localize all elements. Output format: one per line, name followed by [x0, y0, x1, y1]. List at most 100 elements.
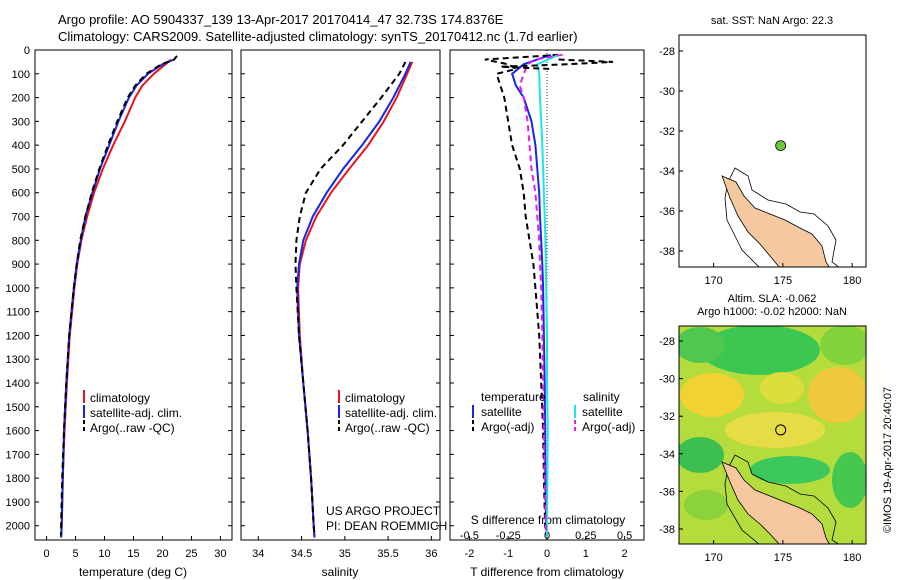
legend-s-satellite-label: satellite: [582, 405, 623, 419]
depth-tick-label: 600: [12, 188, 30, 200]
series-line: [60, 58, 172, 538]
sla-map-frame: [678, 325, 867, 545]
x-tick-label: 35: [339, 548, 351, 560]
x-tick-label: 20: [156, 548, 168, 560]
figure-title-line1: Argo profile: AO 5904337_139 13-Apr-2017…: [58, 12, 504, 27]
x-tick-label: 15: [127, 548, 139, 560]
shelf-contour: [724, 454, 840, 544]
sst-map-frame: [678, 34, 867, 268]
map-y-tick-label: -28: [659, 336, 675, 348]
x-tick-label: 30: [214, 548, 226, 560]
land-northland: [721, 461, 830, 544]
sla-map-title-line2: Argo h1000: -0.02 h2000: NaN: [697, 306, 847, 318]
series-line: [297, 61, 414, 538]
x-tick-label: 0: [44, 548, 50, 560]
legend-climatology-label: climatology: [345, 391, 405, 405]
series-line: [60, 55, 178, 536]
sla-map: [679, 326, 866, 544]
map-y-tick-label: -28: [659, 46, 675, 58]
legend-argo-label: Argo(..raw -QC): [345, 421, 430, 435]
series-line: [500, 58, 614, 70]
legend-argo-label: Argo(..raw -QC): [90, 421, 175, 435]
map-y-tick-label: -36: [659, 486, 675, 498]
difference-x-axis: -2 -1 0 1 2: [465, 536, 628, 560]
legend-satellite-label: satellite-adj. clim.: [90, 406, 182, 420]
map-y-tick-label: -36: [659, 206, 675, 218]
salinity-difference-axis: -0.5-0.2500.250.5: [460, 530, 632, 542]
shelf-contour: [724, 167, 840, 267]
depth-tick-label: 400: [12, 140, 30, 152]
depth-tick-label: 1200: [6, 330, 30, 342]
legend-t-argo-label: Argo(-adj): [481, 420, 534, 434]
series-line: [60, 58, 175, 538]
depth-tick-label: 800: [12, 235, 30, 247]
salinity-x-axis: 34 34.5 35 35.5 36: [252, 536, 437, 560]
map-y-tick-label: -32: [659, 411, 675, 423]
legend-t-satellite-label: satellite: [481, 405, 522, 419]
depth-tick-label: 2000: [6, 521, 30, 533]
salinity-legend: climatology satellite-adj. clim. Argo(..…: [338, 390, 437, 435]
depth-tick-label: 700: [12, 212, 30, 224]
salinity-xlabel: salinity: [322, 565, 359, 579]
map-y-tick-label: -34: [659, 449, 675, 461]
x-tick-label: 0: [544, 548, 550, 560]
map-x-tick-label: 175: [774, 275, 792, 287]
sla-anomaly-patch: [760, 372, 804, 404]
salinity-series: [294, 61, 414, 538]
land-northland: [721, 175, 830, 267]
temperature-panel: [34, 49, 233, 541]
map-x-tick-label: 175: [774, 552, 792, 564]
difference-series: [484, 53, 614, 538]
series-line: [536, 53, 560, 538]
sla-anomaly-patch: [680, 373, 744, 417]
x-tick-label: 34: [252, 548, 264, 560]
x-tick-label: 36: [425, 548, 437, 560]
series-line: [484, 53, 559, 536]
series-line: [296, 61, 412, 538]
figure-title-line2: Climatology: CARS2009. Satellite-adjuste…: [58, 29, 578, 44]
map-y-tick-label: -32: [659, 126, 675, 138]
map-y-tick-label: -34: [659, 166, 675, 178]
sla-anomaly-patch: [679, 327, 725, 363]
temperature-x-axis: 0 5 10 15 20 25 30: [44, 536, 227, 560]
legend-s-argo-label: Argo(-adj): [582, 420, 635, 434]
t-difference-xlabel: T difference from climatology: [470, 565, 624, 579]
argo-float-marker: [775, 140, 787, 152]
x-tick-label: 35.5: [377, 548, 398, 560]
map-x-tick-label: 180: [843, 275, 861, 287]
sla-anomaly-patch: [679, 437, 724, 473]
depth-tick-label: 900: [12, 259, 30, 271]
legend-salinity-heading: salinity: [583, 390, 620, 404]
temperature-legend: climatology satellite-adj. clim. Argo(..…: [83, 390, 182, 435]
temperature-series: [60, 55, 178, 538]
map-x-tick-label: 170: [704, 275, 722, 287]
depth-tick-label: 100: [12, 69, 30, 81]
depth-axis: 0 100 200 300 400 500 600 700 800 900 1000 1100 1200…: [6, 45, 644, 533]
s-tick-label: -0.5: [460, 530, 479, 542]
depth-tick-label: 500: [12, 164, 30, 176]
depth-tick-label: 1800: [6, 473, 30, 485]
depth-tick-label: 1300: [6, 354, 30, 366]
legend-climatology-label: climatology: [90, 391, 150, 405]
x-tick-label: 34.5: [291, 548, 312, 560]
x-tick-label: -2: [465, 548, 475, 560]
map-y-tick-label: -30: [659, 374, 675, 386]
sla-map-axes: 170 175 180 -28 -30 -32 -34 -36 -38: [659, 336, 861, 564]
legend-satellite-label: satellite-adj. clim.: [345, 406, 437, 420]
x-tick-label: 25: [185, 548, 197, 560]
depth-tick-label: 300: [12, 116, 30, 128]
sla-anomaly-patch: [750, 456, 830, 484]
imos-timestamp: ©IMOS 19-Apr-2017 20:40:07: [882, 387, 894, 533]
s-tick-label: 0.25: [575, 530, 596, 542]
sla-anomaly-patch: [820, 326, 866, 365]
x-tick-label: 5: [72, 548, 78, 560]
series-line: [294, 61, 407, 536]
x-tick-label: 2: [622, 548, 628, 560]
x-tick-label: 10: [98, 548, 110, 560]
sst-map-title: sat. SST: NaN Argo: 22.3: [711, 15, 833, 27]
depth-tick-label: 1700: [6, 449, 30, 461]
depth-tick-label: 200: [12, 93, 30, 105]
legend-temperature-heading: temperature: [481, 390, 546, 404]
map-x-tick-label: 180: [843, 552, 861, 564]
